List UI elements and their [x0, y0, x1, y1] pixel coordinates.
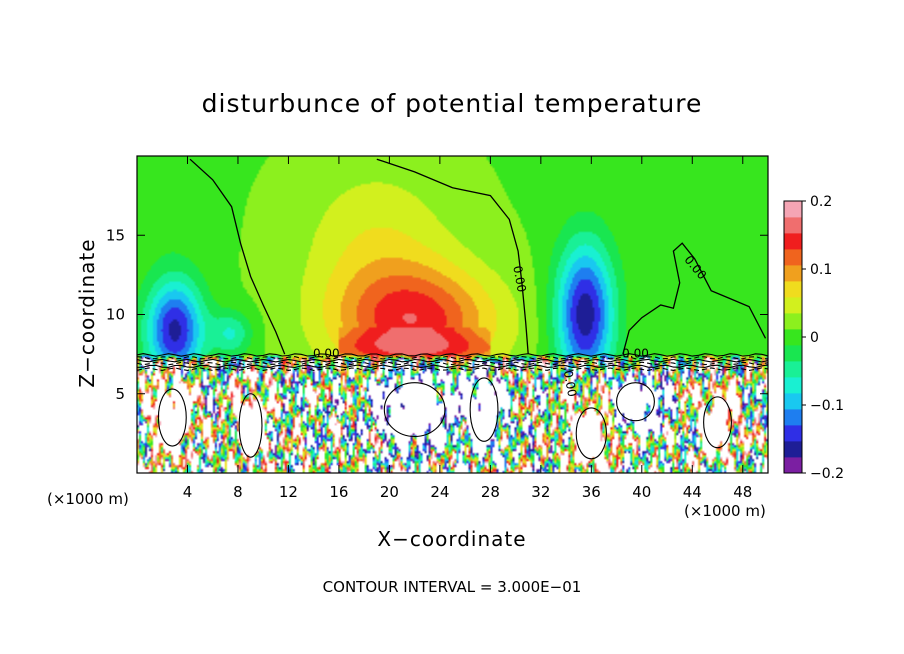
colorbar-swatch: [784, 233, 802, 250]
heatmap-image: [137, 156, 768, 473]
colorbar-tick-label: 0.1: [810, 262, 832, 278]
x-tick-label: 40: [632, 483, 651, 501]
colorbar-swatch: [784, 249, 802, 266]
colorbar-swatch: [784, 441, 802, 458]
colorbar-swatch: [784, 361, 802, 378]
colorbar-swatch: [784, 409, 802, 426]
colorbar-swatch: [784, 201, 802, 218]
y-axis-ticks: 5 10 15: [106, 226, 768, 403]
colorbar-tick-label: 0: [810, 330, 819, 346]
colorbar-swatch: [784, 313, 802, 330]
contour-label: 0.00: [622, 346, 649, 360]
x-tick-label: 48: [733, 483, 752, 501]
colorbar-swatch: [784, 329, 802, 346]
x-tick-label: 44: [683, 483, 702, 501]
zero-contour-line: [189, 158, 286, 355]
lower-contour-loop: [383, 382, 446, 438]
inversion-contour-line: [137, 355, 768, 360]
contour-interval-note: CONTOUR INTERVAL = 3.000E−01: [323, 578, 582, 596]
x-tick-label: 24: [430, 483, 449, 501]
inversion-contour-line: [137, 367, 768, 372]
x-tick-label: 12: [279, 483, 298, 501]
colorbar-swatch: [784, 425, 802, 442]
x-unit-right: (×1000 m): [684, 502, 766, 520]
colorbar-swatch: [784, 297, 802, 314]
x-axis-ticks: 4 8 12 16 20 24 28 32 36 40 44 48: [183, 156, 752, 501]
y-axis-label: Z−coordinate: [75, 238, 99, 387]
x-tick-label: 32: [531, 483, 550, 501]
lower-contour-loop: [616, 382, 655, 422]
x-axis-label: X−coordinate: [377, 527, 526, 551]
x-tick-label: 20: [380, 483, 399, 501]
zero-contour-line: [376, 158, 529, 355]
lower-contour-loop: [469, 377, 499, 442]
colorbar-tick-label: −0.2: [810, 466, 844, 482]
colorbar-swatch: [784, 345, 802, 362]
inversion-contour-line: [137, 364, 768, 369]
colorbar: 0.2 0.1 0 −0.1 −0.2: [783, 194, 844, 482]
lower-contour-loop: [575, 407, 607, 460]
plot-area: 0.00 0.000.00 0.000.00: [137, 156, 768, 473]
x-unit-left: (×1000 m): [47, 490, 129, 508]
inversion-contour-line: [137, 353, 768, 357]
colorbar-tick-label: 0.2: [810, 194, 832, 210]
colorbar-swatch: [784, 377, 802, 394]
y-tick-label: 5: [115, 385, 125, 403]
x-tick-label: 8: [233, 483, 243, 501]
x-tick-label: 4: [183, 483, 193, 501]
inversion-contour-line: [137, 361, 768, 366]
colorbar-swatch: [784, 217, 802, 234]
x-tick-label: 28: [481, 483, 500, 501]
colorbar-tick-label: −0.1: [810, 398, 844, 414]
chart-title: disturbunce of potential temperature: [202, 89, 703, 118]
inversion-contour-line: [137, 358, 768, 363]
y-tick-label: 15: [106, 226, 125, 244]
colorbar-swatch: [784, 457, 802, 474]
colorbar-swatch: [784, 265, 802, 282]
x-tick-label: 36: [582, 483, 601, 501]
zero-contour-line: [622, 242, 767, 355]
colorbar-swatch: [784, 393, 802, 410]
contour-label: 0.00: [561, 369, 579, 398]
contour-label: 0.00: [510, 265, 528, 294]
y-tick-label: 10: [106, 306, 125, 324]
lower-contour-loop: [238, 393, 263, 458]
contour-label: 0.00: [313, 346, 340, 360]
colorbar-swatch: [784, 281, 802, 298]
x-tick-label: 16: [329, 483, 348, 501]
contour-lines: 0.00 0.000.00 0.000.00: [137, 158, 768, 460]
lower-contour-loop: [157, 388, 187, 447]
lower-contour-loop: [703, 396, 732, 449]
